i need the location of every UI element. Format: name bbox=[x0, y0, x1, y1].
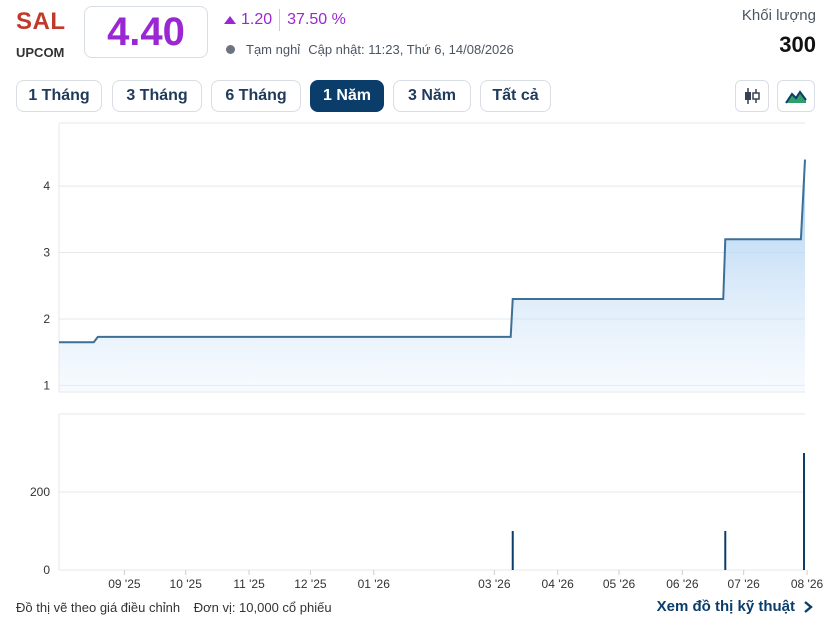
area-chart-icon bbox=[785, 90, 807, 104]
price-y-tick-label: 3 bbox=[43, 246, 50, 260]
up-triangle-icon bbox=[224, 16, 236, 24]
x-tick-label: 04 '26 bbox=[542, 577, 575, 588]
volume-y-tick-label: 200 bbox=[30, 485, 50, 499]
technical-chart-link-label: Xem đồ thị kỹ thuật bbox=[656, 598, 795, 615]
range-1-month-button[interactable]: 1 Tháng bbox=[16, 80, 102, 112]
range-3-year-button[interactable]: 3 Năm bbox=[393, 80, 471, 112]
unit-note: Đơn vị: 10,000 cổ phiếu bbox=[193, 600, 332, 615]
price-line bbox=[59, 159, 806, 344]
updated-time: Cập nhật: 11:23, Thứ 6, 14/08/2026 bbox=[308, 42, 514, 57]
x-tick-label: 10 '25 bbox=[170, 577, 203, 588]
x-tick-label: 07 '26 bbox=[728, 577, 761, 588]
candlestick-icon bbox=[745, 88, 760, 104]
range-all-button[interactable]: Tất cả bbox=[480, 80, 551, 112]
area-chart-button[interactable] bbox=[777, 80, 815, 112]
technical-chart-link[interactable]: Xem đồ thị kỹ thuật bbox=[657, 598, 815, 615]
adjusted-price-note: Đồ thị vẽ theo giá điều chỉnh bbox=[16, 600, 181, 615]
status-dot-icon bbox=[226, 45, 235, 54]
x-tick-label: 03 '26 bbox=[478, 577, 511, 588]
volume-bar bbox=[803, 453, 805, 570]
x-tick-label: 08 '26 bbox=[791, 577, 824, 588]
range-1-year-button[interactable]: 1 Năm bbox=[310, 80, 384, 112]
x-tick-label: 05 '26 bbox=[603, 577, 636, 588]
volume-value: 300 bbox=[779, 32, 816, 57]
price-y-tick-label: 1 bbox=[43, 378, 50, 392]
chevron-right-icon bbox=[804, 600, 813, 613]
status-text: Tạm nghỉ bbox=[246, 42, 301, 57]
x-tick-label: 12 '25 bbox=[294, 577, 327, 588]
price-area-fill bbox=[59, 159, 805, 392]
price-change: 1.20 37.50 % bbox=[224, 9, 346, 31]
range-3-month-button[interactable]: 3 Tháng bbox=[112, 80, 202, 112]
range-6-month-button[interactable]: 6 Tháng bbox=[211, 80, 301, 112]
candlestick-chart-button[interactable] bbox=[735, 80, 769, 112]
divider bbox=[279, 9, 281, 31]
price-y-tick-label: 2 bbox=[43, 312, 50, 326]
ticker-symbol: SAL bbox=[16, 8, 66, 35]
change-percent: 37.50 % bbox=[287, 11, 346, 28]
x-tick-label: 06 '26 bbox=[666, 577, 699, 588]
price-box: 4.40 bbox=[84, 6, 208, 58]
volume-bar bbox=[724, 531, 727, 570]
chart-footnote: Đồ thị vẽ theo giá điều chỉnh Đơn vị: 10… bbox=[16, 600, 332, 615]
volume-label: Khối lượng bbox=[741, 7, 816, 24]
price-y-tick-label: 4 bbox=[43, 179, 50, 193]
volume-y-tick-label: 0 bbox=[43, 563, 50, 577]
change-value: 1.20 bbox=[241, 11, 273, 28]
current-price: 4.40 bbox=[107, 9, 185, 54]
x-tick-label: 01 '26 bbox=[358, 577, 391, 588]
price-volume-chart[interactable]: 1 2 3 4 0 200 09 '25 10 '25 11 '25 12 '25 01 '26… bbox=[0, 118, 825, 588]
status-row: Tạm nghỉ Cập nhật: 11:23, Thứ 6, 14/08/2… bbox=[226, 42, 514, 57]
x-tick-label: 11 '25 bbox=[233, 577, 265, 588]
exchange-label: UPCOM bbox=[16, 45, 65, 60]
volume-panel: 0 200 bbox=[30, 413, 805, 577]
volume-bar bbox=[511, 531, 514, 570]
price-panel: 1 2 3 4 bbox=[43, 122, 806, 393]
x-tick-label: 09 '25 bbox=[108, 577, 141, 588]
